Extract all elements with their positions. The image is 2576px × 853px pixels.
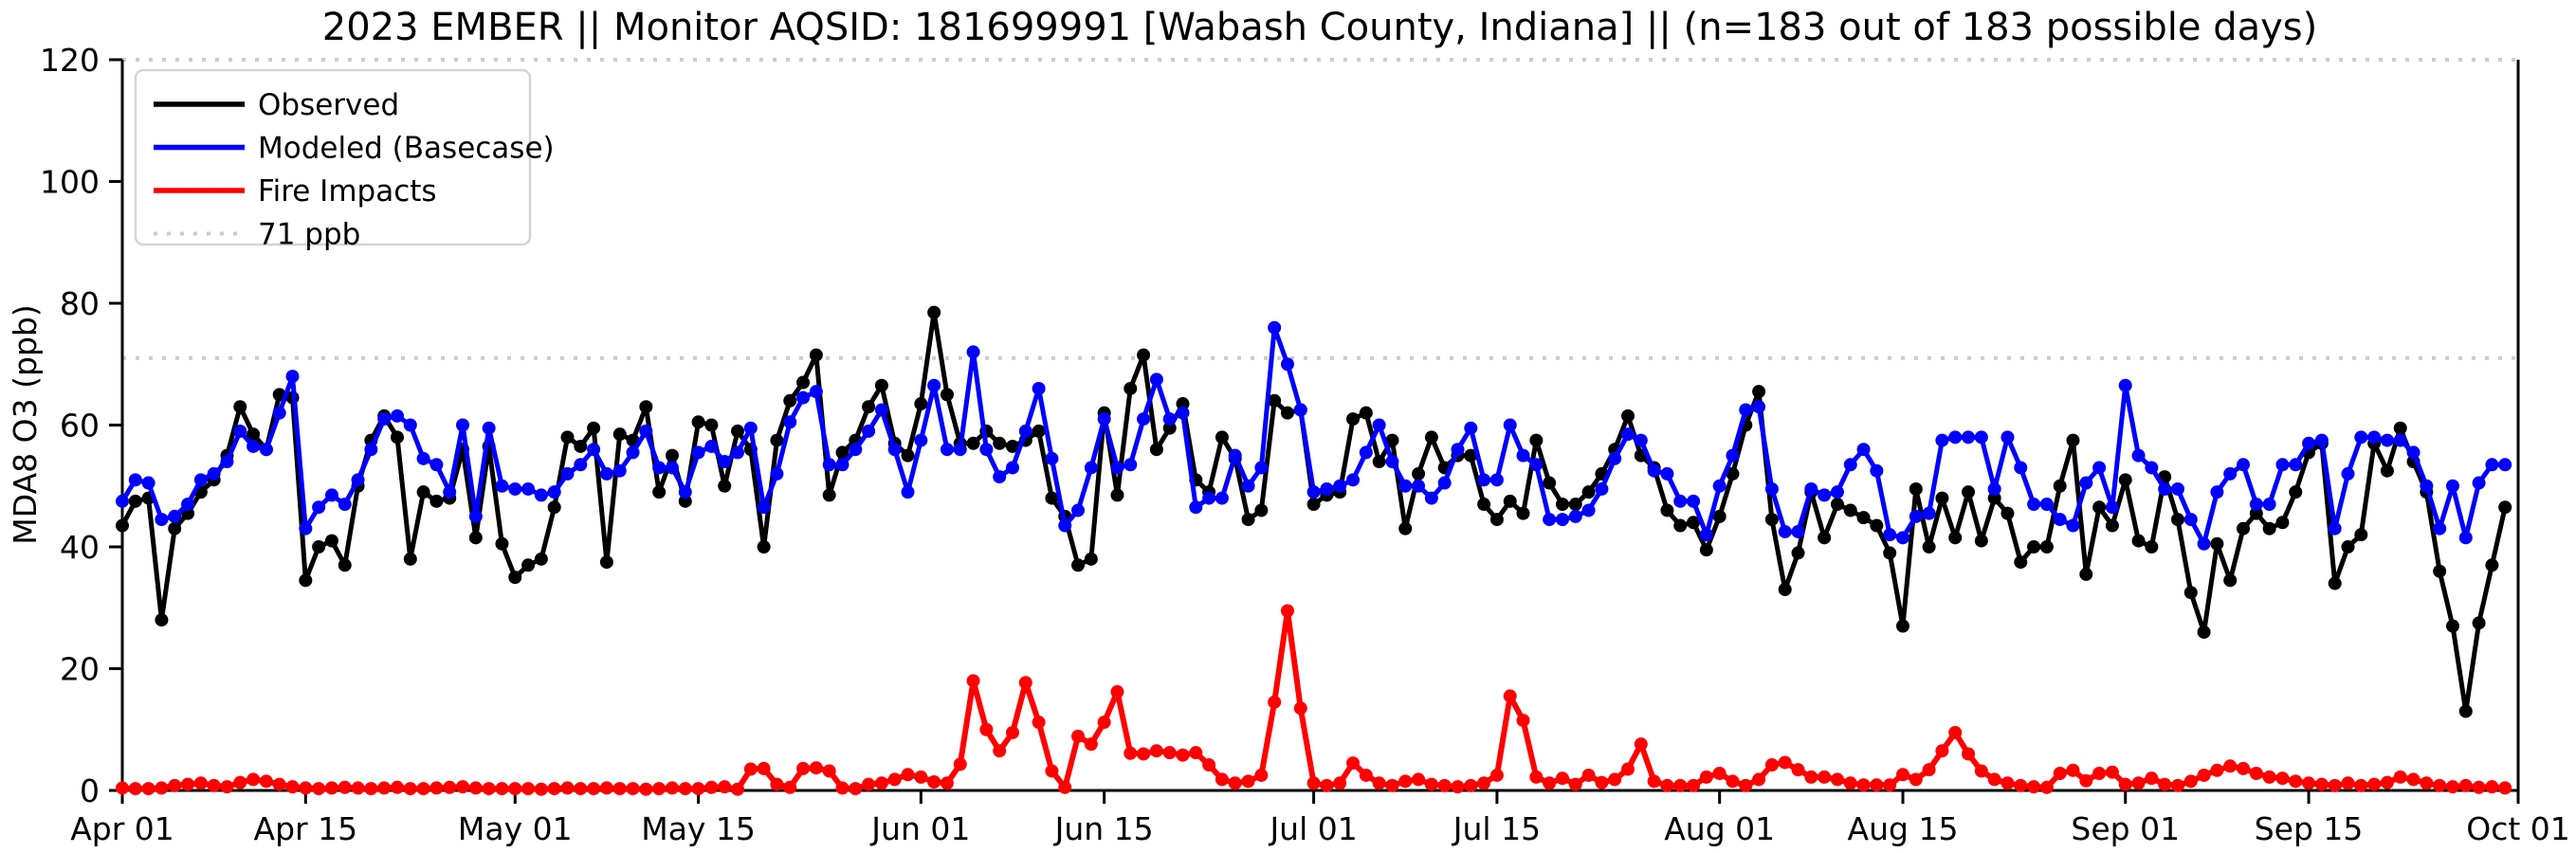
y-tick-label: 0 [80,772,100,809]
legend-label-2: Fire Impacts [258,174,437,209]
legend-label-3: 71 ppb [258,218,360,252]
legend-frame [134,68,532,246]
y-axis-ticks: 0 20 40 60 80 100 120 [40,42,122,809]
x-tick-label: May 15 [641,810,756,847]
y-tick-label: 60 [60,408,100,445]
x-tick-label: Apr 15 [254,810,358,847]
x-tick-label: Apr 01 [70,810,174,847]
x-tick-label: Oct 01 [2466,810,2570,847]
modeled-basecase-points [116,320,2512,551]
x-tick-label: Aug 01 [1664,810,1775,847]
fire-impacts-line [121,608,2506,792]
y-tick-label: 20 [60,651,100,688]
legend-label-0: Observed [258,88,399,122]
chart-title: 2023 EMBER || Monitor AQSID: 181699991 [… [322,6,2317,49]
reference-lines [122,58,2518,360]
data-series [116,305,2512,796]
x-axis-ticks: Apr 01 Apr 15 May 01 May 15 Jun 01 Jun 15 Jul … [70,790,2570,847]
x-tick-label: Jun 01 [869,810,970,847]
y-tick-label: 120 [40,42,100,79]
x-tick-label: Jun 15 [1053,810,1154,847]
y-axis-label: MDA8 O3 (ppb) [7,304,44,544]
x-tick-label: Jul 01 [1268,810,1357,847]
fire-impacts-points [116,604,2512,796]
x-tick-label: May 01 [458,810,573,847]
legend-box: Observed Modeled (Basecase) Fire Impacts 71… [134,68,555,252]
x-tick-label: Sep 01 [2071,810,2180,847]
y-tick-label: 80 [60,285,100,322]
x-tick-label: Aug 15 [1848,810,1959,847]
y-tick-label: 40 [60,529,100,566]
x-tick-label: Jul 15 [1452,810,1541,847]
x-tick-label: Sep 15 [2255,810,2364,847]
legend-label-1: Modeled (Basecase) [258,132,555,166]
y-tick-label: 100 [40,164,100,201]
